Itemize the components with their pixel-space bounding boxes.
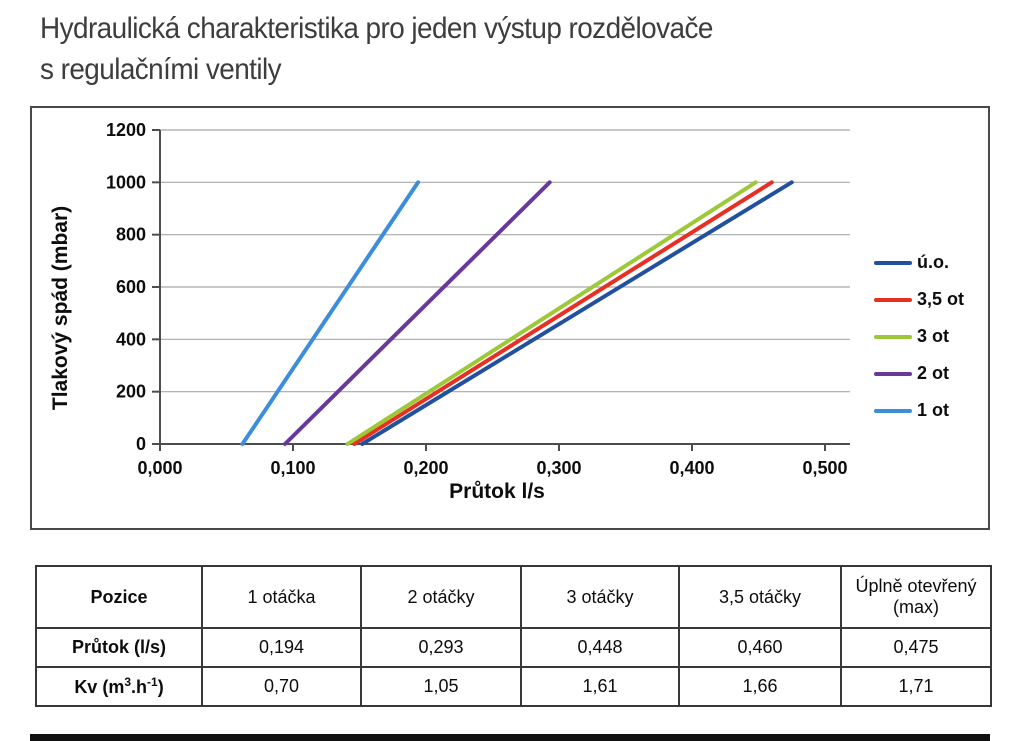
page-title-line-2: s regulačními ventily bbox=[40, 53, 282, 86]
x-tick-label: 0,300 bbox=[536, 458, 581, 478]
series-line-ú.o. bbox=[360, 180, 794, 446]
row-label-superscript: -1 bbox=[147, 675, 158, 689]
values-table: Pozice 1 otáčka 2 otáčky 3 otáčky 3,5 otáčky… bbox=[35, 565, 992, 707]
value-cell: 0,448 bbox=[520, 627, 680, 668]
page-title: Hydraulická charakteristika pro jeden vý… bbox=[40, 8, 914, 90]
row-label-text: Průtok (l/s) bbox=[71, 637, 166, 657]
value-cell: 0,70 bbox=[201, 666, 362, 707]
y-tick-label: 1200 bbox=[106, 120, 146, 140]
table-header-cell: Úplně otevřený (max) bbox=[840, 565, 992, 629]
chart-area: 0 200 400 600 800 1000 1200 0,000 0,100 0,200 0,30… bbox=[30, 106, 990, 530]
y-tick-label: 400 bbox=[116, 329, 146, 349]
series-line-3 ot bbox=[345, 180, 758, 446]
legend-label: 1 ot bbox=[917, 400, 950, 420]
legend-item: 1 ot bbox=[874, 392, 986, 429]
x-axis-title: Průtok l/s bbox=[449, 480, 545, 503]
page-title-line-1: Hydraulická charakteristika pro jeden vý… bbox=[40, 12, 713, 45]
x-tick-label: 0,100 bbox=[270, 458, 315, 478]
x-tick-label: 0,500 bbox=[802, 458, 847, 478]
row-label-superscript: 3 bbox=[124, 675, 132, 689]
legend-label: ú.o. bbox=[917, 252, 949, 272]
x-tick-label: 0,200 bbox=[403, 458, 448, 478]
y-tick-label: 1000 bbox=[106, 172, 146, 192]
legend-label: 3,5 ot bbox=[917, 289, 965, 309]
table-header-cell: 3 otáčky bbox=[520, 565, 680, 629]
y-tick-label: 0 bbox=[136, 434, 146, 454]
value-cell: 1,61 bbox=[520, 666, 680, 707]
value-cell: 1,71 bbox=[840, 666, 992, 707]
value-cell: 0,460 bbox=[678, 627, 842, 668]
x-tick-label: 0,400 bbox=[669, 458, 714, 478]
legend-item: 2 ot bbox=[874, 355, 986, 392]
legend-item: 3 ot bbox=[874, 318, 986, 355]
x-tick-label: 0,000 bbox=[137, 458, 182, 478]
legend-line-swatch bbox=[874, 408, 912, 413]
y-axis-title: Tlakový spád (mbar) bbox=[49, 205, 72, 411]
legend-line-swatch bbox=[874, 297, 912, 302]
row-label-cell: Kv (m3.h-1) bbox=[35, 666, 203, 707]
row-label-cell: Průtok (l/s) bbox=[35, 627, 203, 668]
legend-label: 3 ot bbox=[917, 326, 950, 346]
y-tick-label: 800 bbox=[116, 225, 146, 245]
value-cell: 1,05 bbox=[360, 666, 522, 707]
value-cell: 1,66 bbox=[678, 666, 842, 707]
value-cell: 0,293 bbox=[360, 627, 522, 668]
legend-label: 2 ot bbox=[917, 363, 950, 383]
chart-legend: ú.o. 3,5 ot 3 ot 2 ot 1 ot bbox=[874, 244, 986, 429]
table-row: Průtok (l/s) 0,194 0,293 0,448 0,460 0,475 bbox=[35, 627, 992, 668]
table-header-cell: Pozice bbox=[35, 565, 203, 629]
row-label-text: ) bbox=[157, 677, 164, 697]
value-cell: 0,194 bbox=[201, 627, 362, 668]
legend-line-swatch bbox=[874, 334, 912, 339]
row-label-text: .h bbox=[131, 677, 148, 697]
table-header-cell: 1 otáčka bbox=[201, 565, 362, 629]
legend-item: 3,5 ot bbox=[874, 281, 986, 318]
y-tick-label: 200 bbox=[116, 382, 146, 402]
line-chart-plot: 0 200 400 600 800 1000 1200 0,000 0,100 0,200 0,30… bbox=[106, 120, 850, 478]
series-line-1 ot bbox=[240, 180, 421, 446]
series-line-3,5 ot bbox=[352, 180, 774, 446]
legend-item: ú.o. bbox=[874, 244, 986, 281]
legend-line-swatch bbox=[874, 260, 912, 265]
value-cell: 0,475 bbox=[840, 627, 992, 668]
table-header-cell: 2 otáčky bbox=[360, 565, 522, 629]
series-line-2 ot bbox=[283, 180, 552, 446]
table-header-cell: 3,5 otáčky bbox=[678, 565, 842, 629]
y-tick-label: 600 bbox=[116, 277, 146, 297]
table-header-row: Pozice 1 otáčka 2 otáčky 3 otáčky 3,5 otáčky… bbox=[35, 565, 992, 629]
legend-line-swatch bbox=[874, 371, 912, 376]
footer-bar bbox=[30, 734, 990, 741]
row-label-text: Kv (m bbox=[74, 677, 125, 697]
table-row: Kv (m3.h-1) 0,70 1,05 1,61 1,66 1,71 bbox=[35, 666, 992, 707]
